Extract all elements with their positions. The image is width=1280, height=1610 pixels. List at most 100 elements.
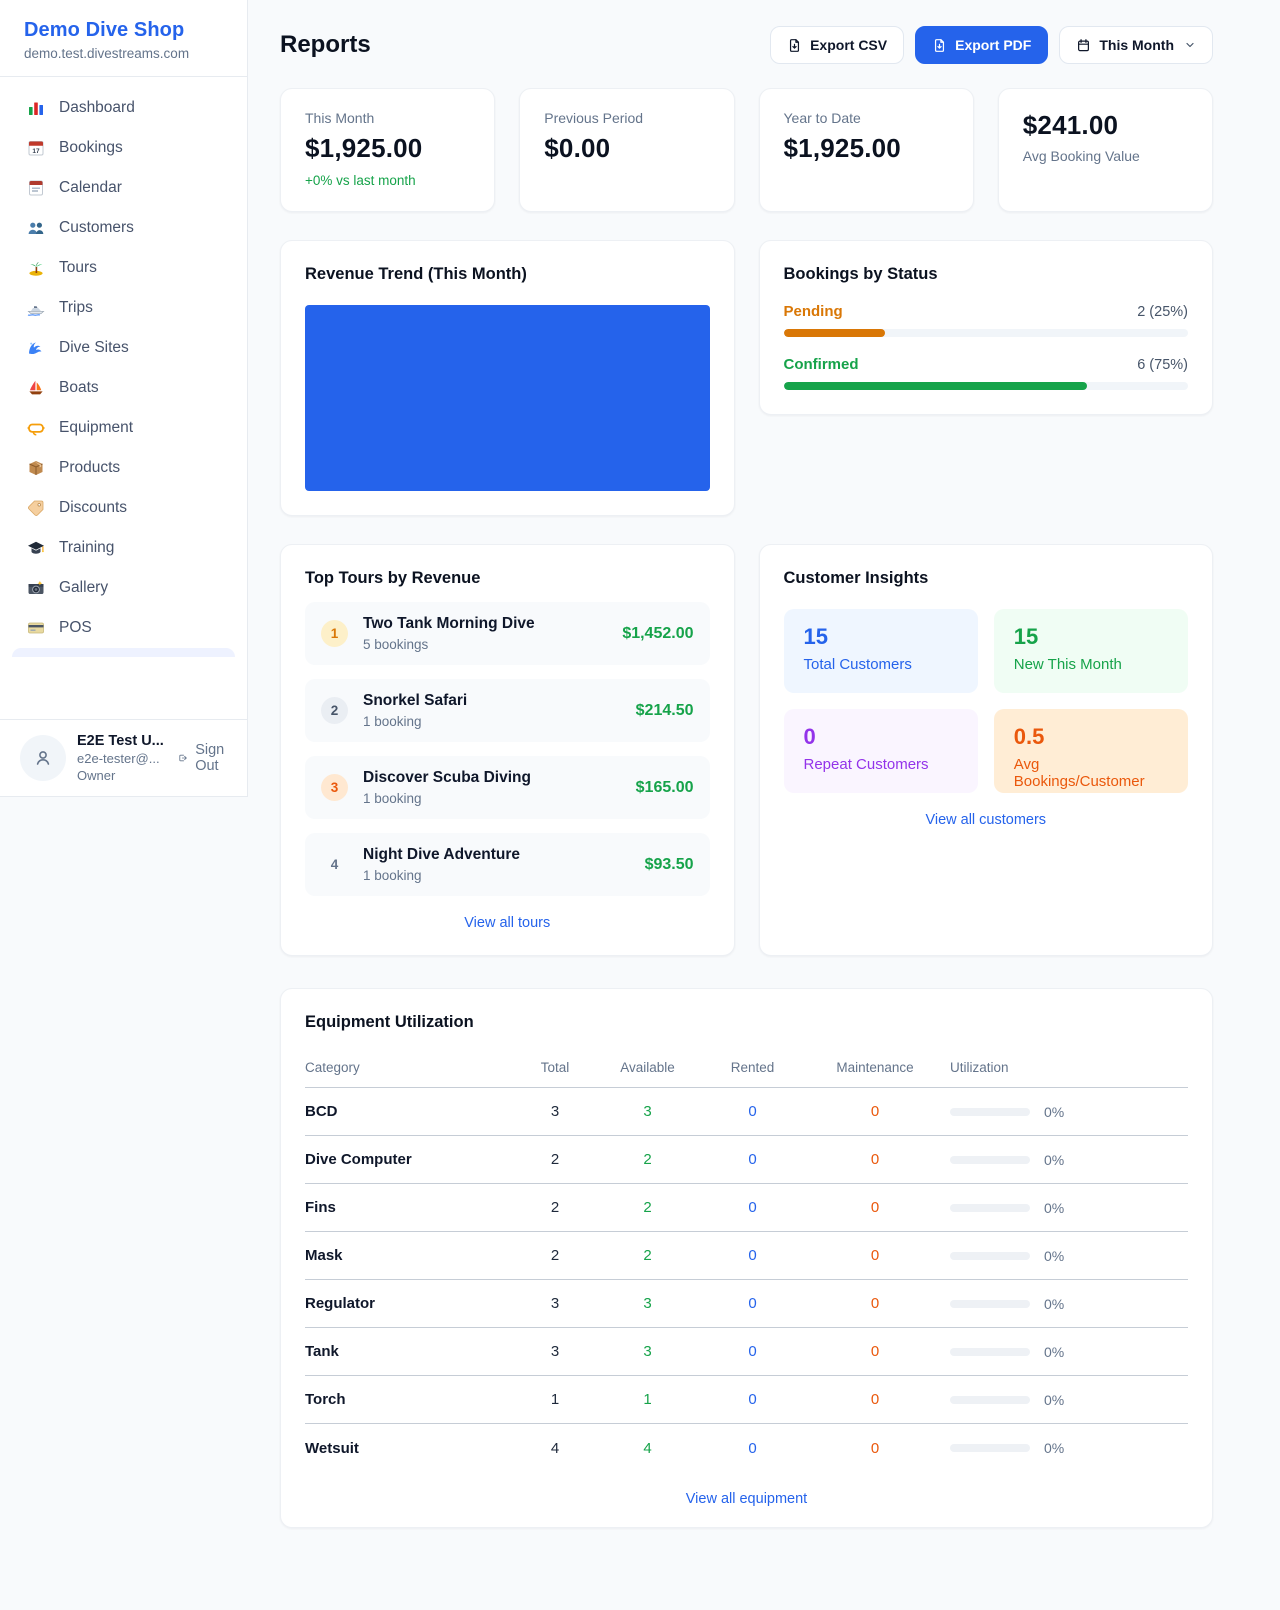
view-all-equipment-link[interactable]: View all equipment bbox=[685, 1491, 808, 1507]
insights-row: Top Tours by Revenue 1 Two Tank Morning … bbox=[280, 544, 1213, 956]
export-csv-label: Export CSV bbox=[810, 37, 888, 53]
equipment-available: 2 bbox=[643, 1199, 652, 1216]
equipment-rented: 0 bbox=[748, 1343, 757, 1360]
equipment-category: Regulator bbox=[305, 1295, 376, 1312]
utilization-bar bbox=[950, 1347, 1030, 1356]
sidebar-item-pos[interactable]: POS bbox=[0, 608, 247, 648]
tour-bookings: 5 bookings bbox=[363, 637, 429, 652]
sidebar-item-label: Training bbox=[59, 539, 115, 556]
sidebar: Demo Dive Shop demo.test.divestreams.com… bbox=[0, 0, 248, 797]
utilization-label: 0% bbox=[1044, 1440, 1065, 1456]
bookings-by-status-card: Bookings by Status Pending 2 (25%) Confi… bbox=[758, 240, 1213, 415]
export-csv-button[interactable]: Export CSV bbox=[770, 26, 905, 64]
equipment-rented: 0 bbox=[748, 1151, 757, 1168]
equipment-maintenance: 0 bbox=[870, 1391, 880, 1408]
sidebar-item-reports-partial[interactable] bbox=[12, 648, 235, 657]
tour-bookings: 1 booking bbox=[363, 791, 422, 806]
sailboat-icon bbox=[29, 380, 43, 395]
equipment-available: 1 bbox=[643, 1391, 652, 1408]
sign-out-button[interactable]: Sign Out bbox=[177, 742, 231, 774]
sidebar-item-boats[interactable]: Boats bbox=[0, 368, 247, 408]
tag-icon bbox=[28, 500, 44, 516]
utilization-bar bbox=[950, 1107, 1030, 1116]
user-email: e2e-tester@... bbox=[77, 751, 160, 766]
tour-revenue: $93.50 bbox=[644, 855, 694, 873]
sidebar-item-label: Gallery bbox=[59, 579, 109, 596]
equipment-rented: 0 bbox=[748, 1199, 757, 1216]
avatar bbox=[20, 735, 66, 781]
sidebar-item-tours[interactable]: Tours bbox=[0, 248, 247, 288]
sidebar-item-calendar[interactable]: Calendar bbox=[0, 168, 247, 208]
bookings-by-status-title: Bookings by Status bbox=[783, 265, 938, 283]
tour-row[interactable]: 2 Snorkel Safari 1 booking $214.50 bbox=[305, 679, 710, 742]
sidebar-item-dive-sites[interactable]: Dive Sites bbox=[0, 328, 247, 368]
sidebar-item-label: Customers bbox=[59, 219, 134, 236]
tile-avg-bookings-per-customer: 0.5 Avg Bookings/Customer bbox=[993, 709, 1188, 793]
export-pdf-label: Export PDF bbox=[955, 37, 1032, 53]
tour-row[interactable]: 3 Discover Scuba Diving 1 booking $165.0… bbox=[305, 756, 710, 819]
stat-card-previous-period: Previous Period $0.00 bbox=[519, 88, 735, 212]
status-bar-fill bbox=[783, 329, 885, 337]
col-maintenance: Maintenance bbox=[836, 1060, 914, 1075]
equipment-total: 2 bbox=[550, 1199, 560, 1216]
stat-value: $0.00 bbox=[544, 133, 611, 163]
utilization-label: 0% bbox=[1044, 1295, 1065, 1312]
sidebar-item-trips[interactable]: Trips bbox=[0, 288, 247, 328]
sidebar-item-label: Dashboard bbox=[59, 99, 135, 116]
sign-out-icon bbox=[179, 754, 187, 762]
equipment-category: BCD bbox=[305, 1103, 338, 1120]
person-icon bbox=[36, 751, 50, 765]
tour-bookings: 1 booking bbox=[363, 868, 422, 883]
equipment-rented: 0 bbox=[748, 1247, 757, 1264]
table-row: Tank 3 3 0 0 0% bbox=[305, 1328, 1188, 1376]
stat-value: $1,925.00 bbox=[783, 133, 901, 163]
tour-revenue: $1,452.00 bbox=[622, 624, 694, 642]
equipment-total: 1 bbox=[550, 1391, 560, 1408]
utilization-bar bbox=[950, 1444, 1030, 1452]
utilization-bar bbox=[950, 1203, 1030, 1212]
tour-row[interactable]: 4 Night Dive Adventure 1 booking $93.50 bbox=[305, 833, 710, 896]
utilization-bar bbox=[950, 1299, 1030, 1308]
revenue-trend-card: Revenue Trend (This Month) bbox=[280, 240, 735, 516]
page-header: Reports Export CSV Export PDF This Month bbox=[280, 26, 1213, 64]
sidebar-item-gallery[interactable]: Gallery bbox=[0, 568, 247, 608]
calendar-date-icon: 17 bbox=[28, 141, 44, 156]
table-row: Regulator 3 3 0 0 0% bbox=[305, 1280, 1188, 1328]
status-value: 6 (75%) bbox=[1137, 357, 1188, 373]
equipment-rented: 0 bbox=[748, 1103, 757, 1120]
chevron-down-icon bbox=[1186, 42, 1194, 48]
top-tours-title: Top Tours by Revenue bbox=[305, 569, 481, 587]
status-row-confirmed: Confirmed 6 (75%) bbox=[783, 356, 1188, 390]
sidebar-item-bookings[interactable]: 17 Bookings bbox=[0, 128, 247, 168]
sidebar-item-dashboard[interactable]: Dashboard bbox=[0, 88, 247, 128]
stat-label: This Month bbox=[305, 110, 375, 126]
sidebar-item-training[interactable]: Training bbox=[0, 528, 247, 568]
export-pdf-button[interactable]: Export PDF bbox=[915, 26, 1049, 64]
user-name: E2E Test U... bbox=[77, 733, 164, 749]
sidebar-item-customers[interactable]: Customers bbox=[0, 208, 247, 248]
rank-badge: 3 bbox=[321, 774, 348, 801]
equipment-available: 2 bbox=[643, 1151, 652, 1168]
equipment-available: 2 bbox=[643, 1247, 652, 1264]
sidebar-nav: Dashboard 17 Bookings Calendar Customers… bbox=[0, 76, 247, 719]
table-row: Mask 2 2 0 0 0% bbox=[305, 1232, 1188, 1280]
tile-label: Total Customers bbox=[803, 656, 912, 673]
tile-label: Repeat Customers bbox=[803, 756, 929, 773]
status-row-pending: Pending 2 (25%) bbox=[783, 303, 1188, 337]
shop-domain: demo.test.divestreams.com bbox=[24, 46, 190, 61]
sidebar-item-discounts[interactable]: Discounts bbox=[0, 488, 247, 528]
status-bar-track bbox=[783, 382, 1188, 390]
sidebar-item-products[interactable]: Products bbox=[0, 448, 247, 488]
stat-card-year-to-date: Year to Date $1,925.00 bbox=[758, 88, 974, 212]
sidebar-item-label: Equipment bbox=[59, 419, 134, 436]
table-row: Dive Computer 2 2 0 0 0% bbox=[305, 1136, 1188, 1184]
period-dropdown[interactable]: This Month bbox=[1059, 26, 1213, 64]
tour-revenue: $214.50 bbox=[635, 701, 694, 719]
rank-badge: 4 bbox=[330, 857, 339, 872]
sidebar-item-equipment[interactable]: Equipment bbox=[0, 408, 247, 448]
view-all-customers-link[interactable]: View all customers bbox=[925, 812, 1047, 828]
tour-row[interactable]: 1 Two Tank Morning Dive 5 bookings $1,45… bbox=[305, 602, 710, 665]
view-all-tours-link[interactable]: View all tours bbox=[464, 915, 551, 931]
tour-name: Two Tank Morning Dive bbox=[363, 615, 535, 632]
equipment-total: 3 bbox=[550, 1295, 560, 1312]
